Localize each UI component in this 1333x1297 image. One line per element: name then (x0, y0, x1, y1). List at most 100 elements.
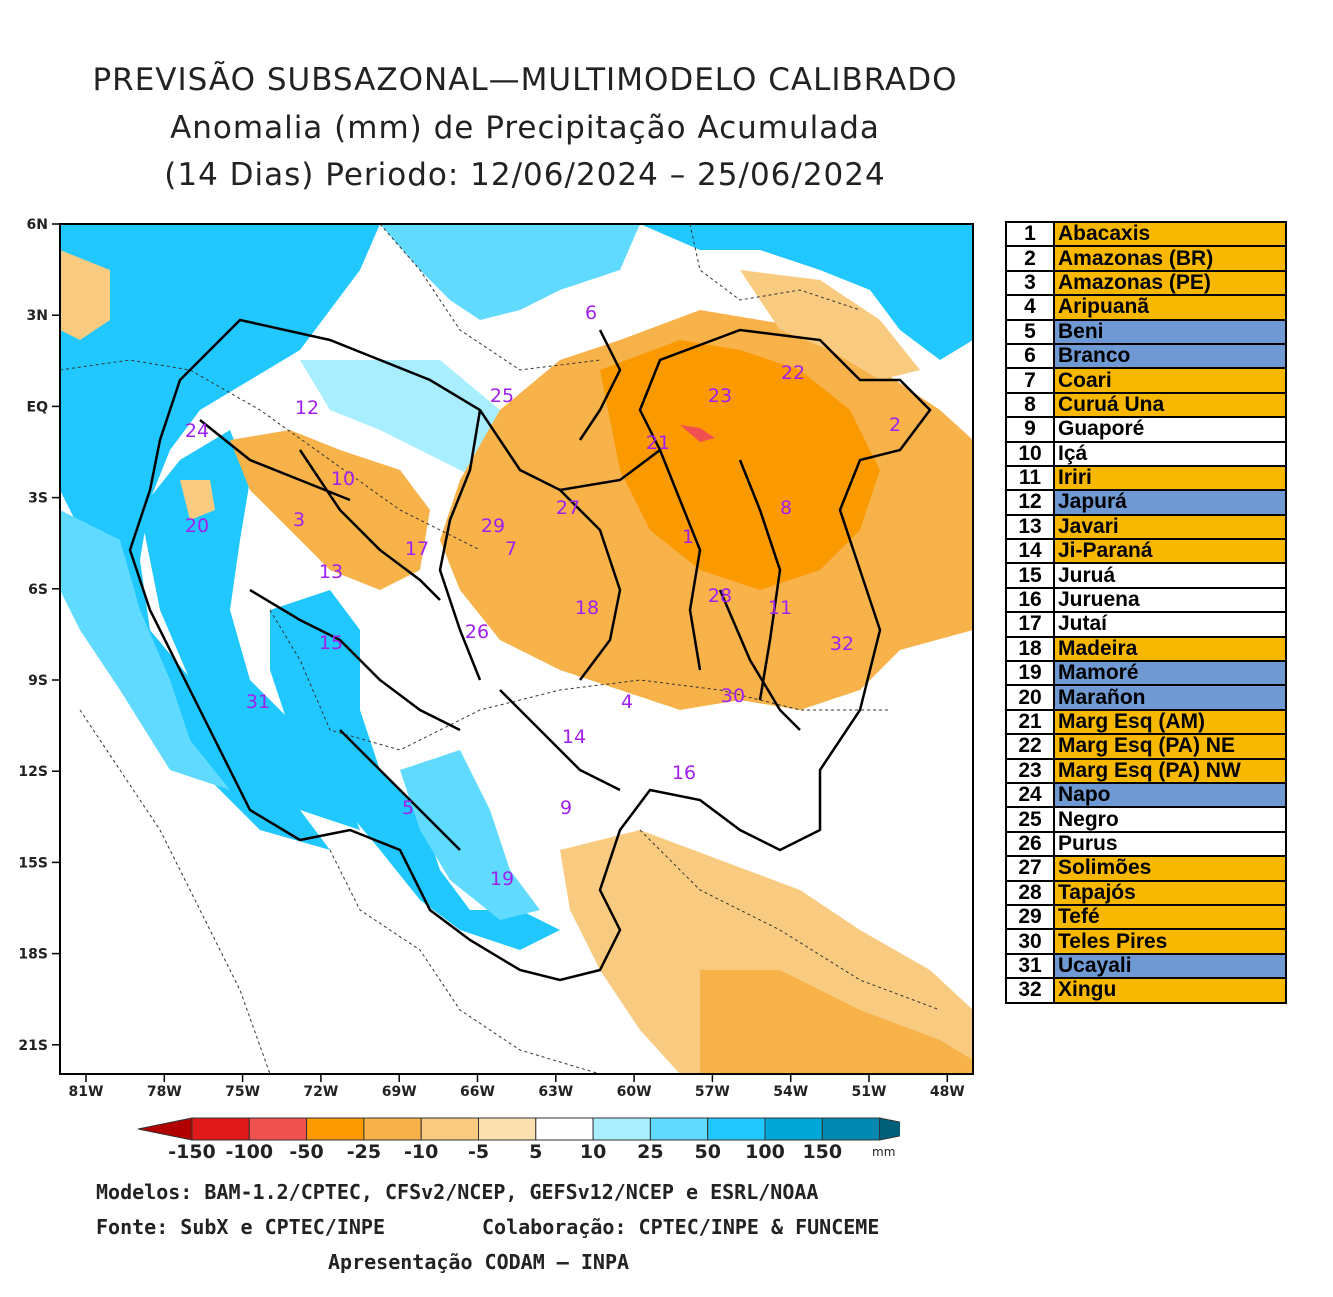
legend-row: 5 Beni (1005, 318, 1287, 345)
legend-row: 6 Branco (1005, 342, 1287, 370)
basin-number-label: 30 (721, 685, 745, 707)
legend-basin-name: Coari (1053, 367, 1287, 394)
legend-number: 29 (1005, 903, 1055, 931)
legend-basin-name: Mamoré (1053, 660, 1287, 687)
legend-row: 23 Marg Esq (PA) NW (1005, 757, 1287, 785)
precipitation-anomaly-map: 1234567891011121314151617181920212223242… (18, 217, 974, 1100)
dry-region-south (700, 970, 973, 1074)
legend-number: 14 (1005, 538, 1055, 565)
legend-number: 7 (1005, 367, 1055, 394)
legend-basin-name: Marg Esq (PA) NW (1053, 757, 1287, 785)
lon-tick-label: 48W (930, 1084, 965, 1100)
legend-basin-name: Amazonas (BR) (1053, 245, 1287, 272)
legend-basin-name: Javari (1053, 513, 1287, 541)
dry-region-left-blob (60, 250, 110, 340)
legend-row: 31 Ucayali (1005, 952, 1287, 980)
legend-row: 32 Xingu (1005, 977, 1287, 1004)
legend-basin-name: Aripuanã (1053, 294, 1287, 321)
legend-number: 2 (1005, 245, 1055, 272)
colorbar-swatch (137, 1117, 193, 1141)
legend-row: 12 Japurá (1005, 489, 1287, 516)
footer-presentation: Apresentação CODAM – INPA (328, 1250, 630, 1274)
legend-number: 28 (1005, 879, 1055, 906)
legend-basin-name: Marañon (1053, 684, 1287, 711)
lat-tick-label: 9S (28, 673, 48, 689)
colorbar-label: 100 (745, 1141, 785, 1163)
colorbar-label: 150 (802, 1141, 842, 1163)
basin-number-label: 9 (560, 797, 572, 819)
colorbar-swatch (306, 1117, 365, 1141)
legend-basin-name: Purus (1053, 830, 1287, 858)
legend-row: 4 Aripuanã (1005, 294, 1287, 321)
legend-row: 2 Amazonas (BR) (1005, 245, 1287, 272)
legend-row: 28 Tapajós (1005, 879, 1287, 906)
legend-row: 26 Purus (1005, 830, 1287, 858)
legend-number: 15 (1005, 562, 1055, 589)
lon-tick-label: 54W (773, 1084, 808, 1100)
title-line-3: (14 Dias) Periodo: 12/06/2024 – 25/06/20… (164, 157, 886, 193)
colorbar-swatch (248, 1117, 308, 1141)
legend-basin-name: Içá (1053, 440, 1287, 467)
legend-number: 4 (1005, 294, 1055, 321)
basin-number-label: 1 (682, 526, 694, 548)
legend-basin-name: Napo (1053, 781, 1287, 809)
legend-number: 16 (1005, 586, 1055, 614)
legend-row: 14 Ji-Paraná (1005, 538, 1287, 565)
colorbar: -150 -100 -50 -25 -10 -5 5 10 25 50 100 150 mm (137, 1117, 900, 1163)
legend-basin-name: Marg Esq (PA) NE (1053, 733, 1287, 760)
wet-region-northeast (640, 224, 973, 360)
colorbar-swatch (821, 1117, 881, 1141)
legend-number: 5 (1005, 318, 1055, 345)
legend-row: 1 Abacaxis (1005, 220, 1287, 248)
dry-region-southeast (560, 830, 973, 1074)
lon-tick-label: 75W (225, 1084, 260, 1100)
legend-row: 8 Curuá Una (1005, 391, 1287, 419)
legend-number: 3 (1005, 269, 1055, 297)
basin-number-label: 28 (708, 585, 732, 607)
legend-row: 11 Iriri (1005, 464, 1287, 492)
legend-row: 29 Tefé (1005, 903, 1287, 931)
basin-number-label: 13 (319, 561, 343, 583)
legend-row: 18 Madeira (1005, 635, 1287, 663)
basin-number-label: 21 (646, 432, 670, 454)
title-line-1: PREVISÃO SUBSAZONAL—MULTIMODELO CALIBRAD… (92, 62, 958, 98)
legend-number: 20 (1005, 684, 1055, 711)
legend-basin-name: Branco (1053, 342, 1287, 370)
colorbar-label: -25 (347, 1141, 381, 1163)
basin-number-label: 24 (185, 420, 209, 442)
legend-number: 32 (1005, 977, 1055, 1004)
legend-row: 30 Teles Pires (1005, 928, 1287, 955)
colorbar-swatch (420, 1117, 480, 1141)
lat-tick-label: EQ (27, 399, 49, 415)
legend-basin-name: Marg Esq (AM) (1053, 708, 1287, 736)
legend-basin-name: Iriri (1053, 464, 1287, 492)
legend-basin-name: Juruena (1053, 586, 1287, 614)
legend-number: 27 (1005, 855, 1055, 882)
legend-basin-name: Guaporé (1053, 416, 1287, 443)
legend-row: 15 Juruá (1005, 562, 1287, 589)
title-line-2: Anomalia (mm) de Precipitação Acumulada (170, 110, 880, 146)
footer-collaboration: Colaboração: CPTEC/INPE & FUNCEME (482, 1215, 880, 1239)
basin-number-label: 27 (556, 497, 580, 519)
basin-number-label: 5 (402, 797, 414, 819)
lon-tick-label: 69W (382, 1084, 417, 1100)
legend-basin-name: Negro (1053, 806, 1287, 833)
lon-tick-label: 78W (147, 1084, 182, 1100)
legend-basin-name: Curuá Una (1053, 391, 1287, 419)
legend-number: 22 (1005, 733, 1055, 760)
anomaly-field (60, 224, 973, 1074)
legend-number: 19 (1005, 660, 1055, 687)
legend-row: 13 Javari (1005, 513, 1287, 541)
colorbar-label: 5 (529, 1141, 542, 1163)
legend-basin-name: Teles Pires (1053, 928, 1287, 955)
lon-tick-label: 72W (303, 1084, 338, 1100)
legend-basin-name: Tapajós (1053, 879, 1287, 906)
legend-number: 9 (1005, 416, 1055, 443)
legend-row: 24 Napo (1005, 781, 1287, 809)
basin-number-label: 14 (562, 726, 586, 748)
legend-row: 21 Marg Esq (AM) (1005, 708, 1287, 736)
legend-number: 12 (1005, 489, 1055, 516)
legend-basin-name: Solimões (1053, 855, 1287, 882)
lon-tick-label: 81W (69, 1084, 104, 1100)
colorbar-swatch (478, 1117, 537, 1141)
